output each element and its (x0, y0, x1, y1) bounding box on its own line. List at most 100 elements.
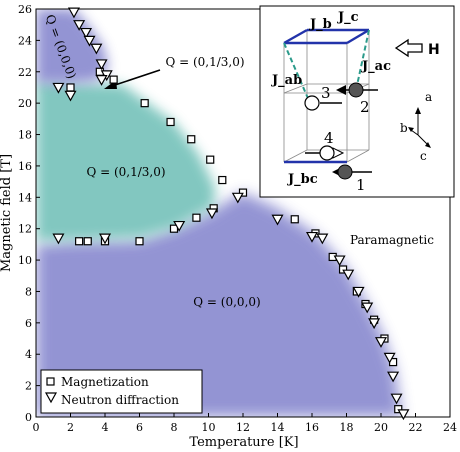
x-tick-label: 20 (374, 421, 388, 434)
phase-region-0130 (36, 79, 216, 242)
site-label-3: 3 (321, 84, 331, 102)
neutron-diffraction-point (73, 20, 86, 31)
legend-marker-square (46, 377, 55, 386)
field-label-h: H (428, 42, 440, 58)
inset-bonds (283, 28, 370, 164)
bond-label-jbc: J_bc (287, 172, 318, 187)
inset-axes (408, 107, 431, 148)
neutron-diffraction-point (374, 337, 388, 348)
magnetization-point (206, 155, 215, 164)
phase-region-000-low (36, 192, 402, 417)
magnetization-point (218, 175, 227, 185)
magnetization-point (75, 237, 84, 246)
magnetization-point (109, 75, 118, 84)
y-tick-label: 14 (18, 191, 32, 204)
neutron-diffraction-point (173, 220, 186, 232)
axis-label-c: c (420, 149, 427, 163)
legend-label-neutron-diffraction: Neutron diffraction (61, 393, 179, 407)
x-tick-label: 14 (271, 421, 285, 434)
annotation-arrow-line (111, 69, 161, 87)
neutron-diffraction-point (397, 409, 410, 421)
legend-box (40, 369, 203, 414)
magnetization-point (338, 265, 348, 274)
y-tick-label: 16 (18, 160, 32, 173)
neutron-diffraction-point (52, 233, 65, 245)
magnetization-point (238, 188, 248, 197)
x-axis-ticks: 0 2 4 6 8 10 12 14 16 18 20 22 24 (33, 413, 457, 434)
magnetization-point (394, 405, 403, 414)
neutron-diffraction-point (52, 82, 65, 94)
inset-cell (283, 30, 370, 163)
neutron-diffraction-point (67, 7, 80, 19)
x-tick-label: 4 (102, 421, 109, 434)
neutron-diffraction-point (95, 59, 108, 71)
data-markers (52, 7, 410, 421)
x-tick-label: 18 (340, 421, 354, 434)
neutron-diffraction-point (305, 231, 319, 243)
region-label-middle: Q = (0,1/3,0) (86, 165, 165, 179)
magnetization-point (140, 99, 149, 108)
neutron-diffraction-point (98, 233, 112, 245)
neutron-diffraction-point (316, 233, 329, 245)
magnetization-point (166, 117, 175, 127)
neutron-diffraction-point (205, 208, 218, 220)
site-label-2: 2 (360, 98, 370, 116)
x-tick-label: 16 (305, 421, 319, 434)
axis-label-a: a (425, 90, 432, 104)
neutron-diffraction-point (83, 35, 96, 47)
x-axis-label: Temperature [K] (189, 435, 298, 450)
inset: 3 2 4 1 J_b J_c J_ab J_ac J_bc H a b c (259, 5, 455, 198)
magnetization-point (187, 135, 196, 144)
y-tick-label: 26 (18, 3, 32, 16)
neutron-diffraction-point (361, 302, 374, 314)
x-tick-label: 2 (67, 421, 74, 434)
axis-label-b: b (400, 121, 408, 135)
neutron-diffraction-point (387, 371, 400, 383)
bond-label-jb: J_b (309, 17, 332, 32)
neutron-diffraction-point (352, 286, 365, 298)
y-tick-label: 24 (18, 34, 32, 47)
y-tick-label: 22 (18, 66, 32, 79)
neutron-diffraction-point (333, 255, 346, 267)
neutron-diffraction-point (95, 75, 108, 86)
y-tick-label: 10 (18, 254, 32, 267)
x-tick-label: 8 (171, 421, 178, 434)
neutron-diffraction-point (383, 352, 396, 364)
bond-label-jc: J_c (337, 10, 359, 25)
legend: Magnetization Neutron diffraction (40, 369, 203, 414)
bond-label-jac: J_ac (361, 59, 391, 74)
y-tick-label: 6 (25, 317, 32, 330)
neutron-diffraction-point (368, 318, 381, 330)
legend-marker-triangle (44, 392, 58, 404)
inset-dashed-bonds (283, 29, 370, 104)
site-label-4: 4 (324, 129, 334, 147)
x-tick-label: 22 (409, 421, 423, 434)
legend-label-magnetization: Magnetization (61, 375, 149, 389)
neutron-diffraction-point (342, 269, 355, 281)
y-axis-label: Magnetic field [T] (0, 154, 14, 272)
y-tick-label: 12 (18, 223, 32, 236)
y-tick-label: 0 (25, 411, 32, 424)
phase-region-000-high (36, 9, 109, 85)
region-label-bottom: Q = (0,0,0) (193, 295, 260, 309)
x-tick-label: 10 (202, 421, 216, 434)
x-tick-label: 0 (33, 421, 40, 434)
magnetization-point (135, 237, 144, 246)
y-tick-label: 4 (25, 348, 32, 361)
neutron-diffraction-point (80, 27, 93, 39)
neutron-diffraction-point (64, 90, 77, 102)
region-label-paramagnetic: Paramagnetic (350, 233, 434, 247)
neutron-diffraction-point (90, 43, 103, 55)
magnetization-point (66, 83, 75, 92)
neutron-diffraction-point (231, 192, 244, 204)
field-arrow-icon (394, 38, 423, 58)
y-tick-label: 2 (25, 380, 32, 393)
annotation-label: Q = (0,1/3,0) (165, 55, 244, 69)
y-tick-label: 18 (18, 129, 32, 142)
bond-label-jab: J_ab (271, 73, 302, 88)
magnetization-point (192, 213, 201, 222)
magnetization-point (83, 237, 92, 246)
inset-sites (304, 82, 378, 180)
